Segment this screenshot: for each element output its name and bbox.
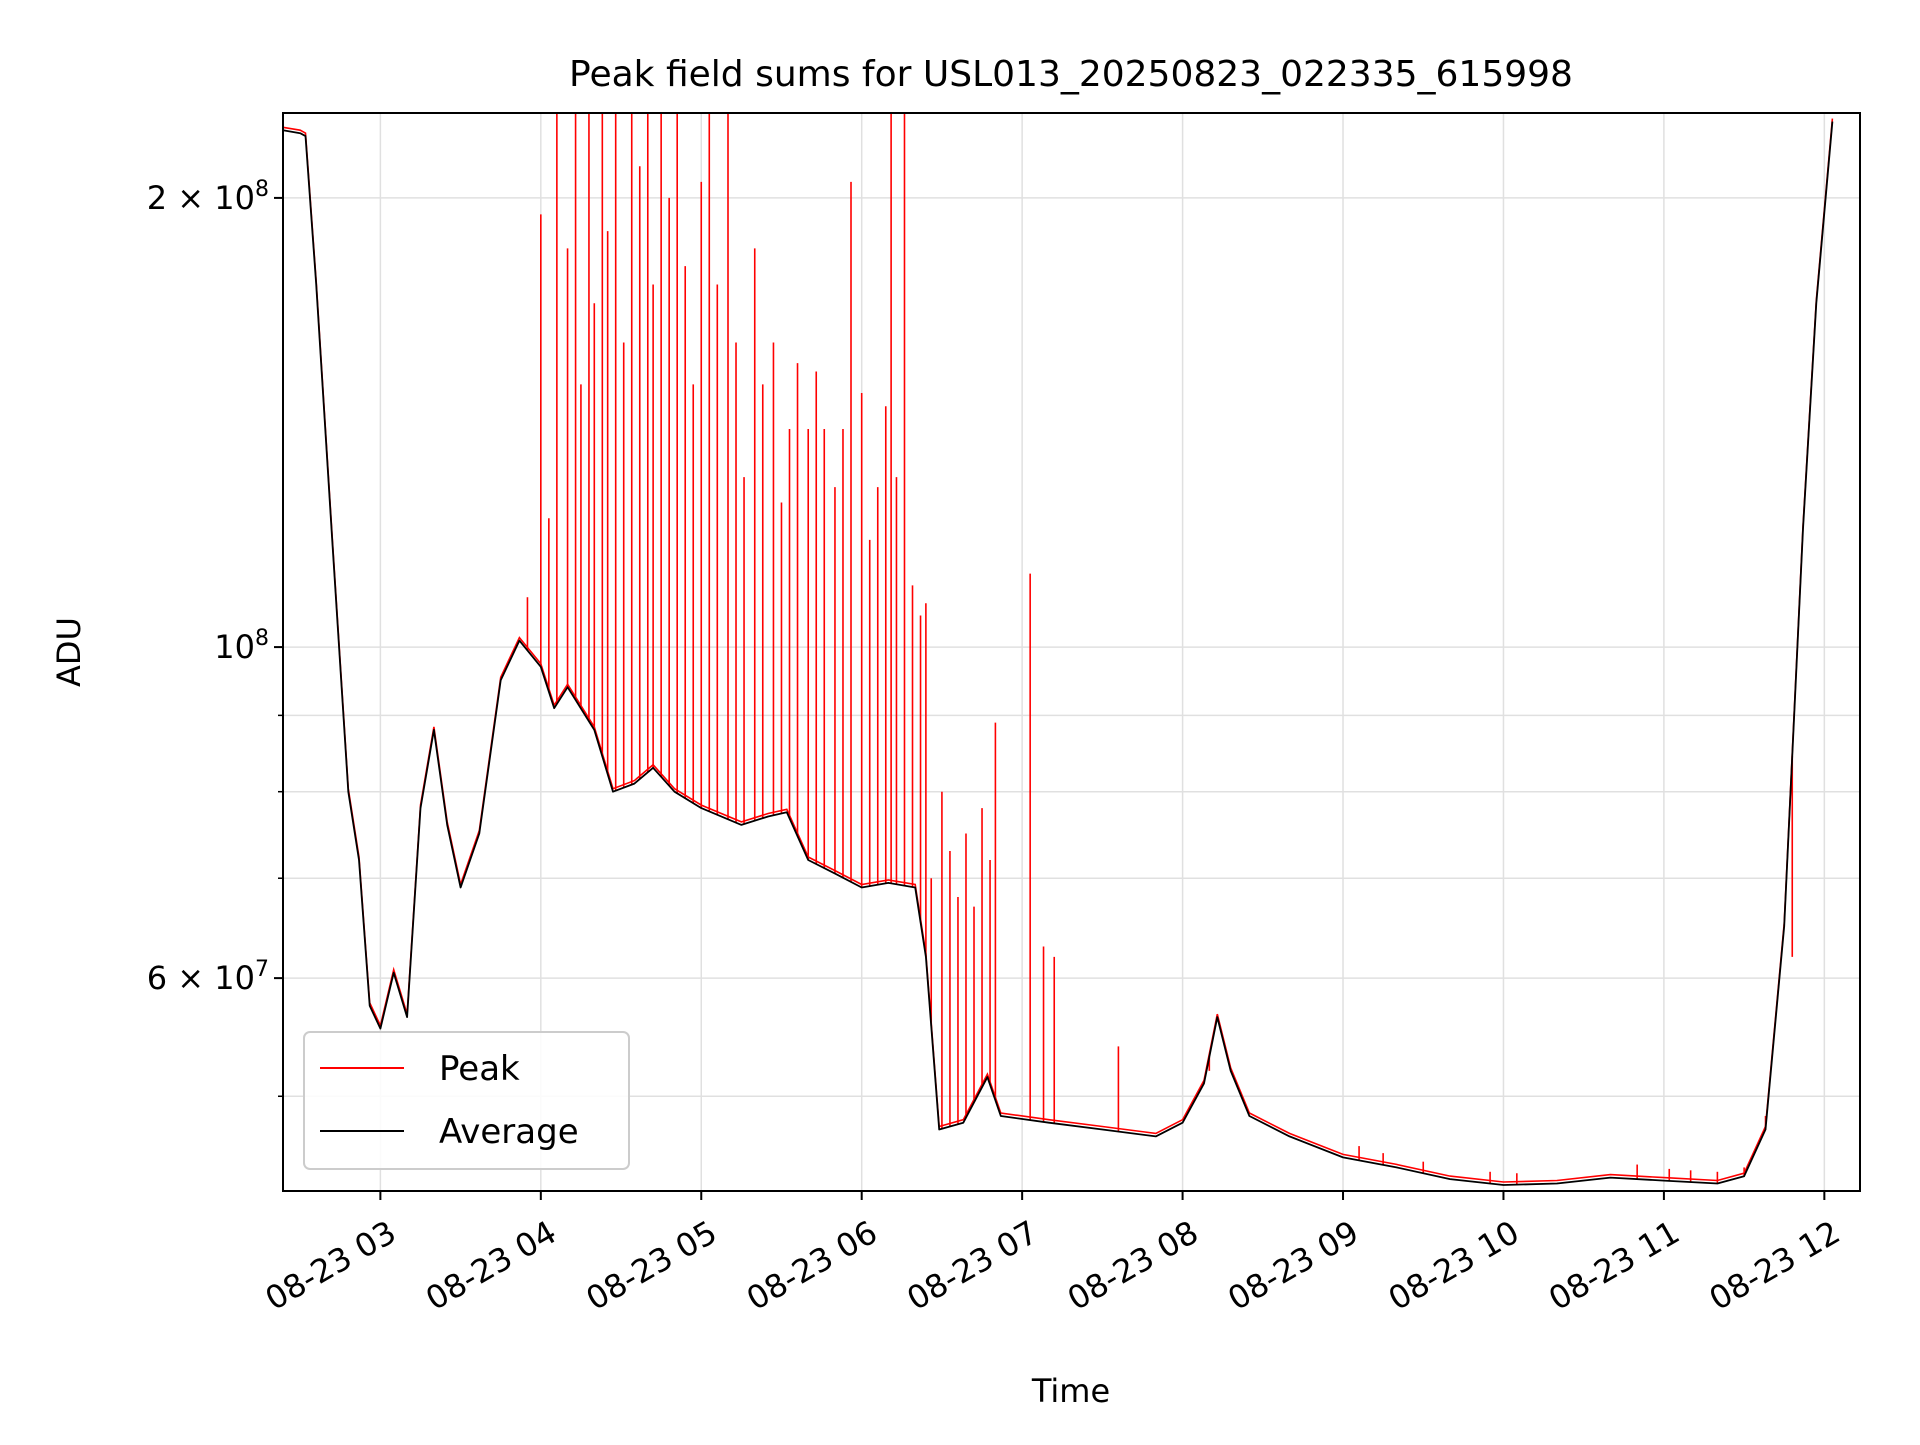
plot-lines — [282, 113, 1834, 1186]
y-tick-label: 108 — [214, 626, 269, 666]
legend-box — [303, 1031, 630, 1170]
y-tick-label: 2 × 108 — [147, 177, 269, 217]
y-tick-label-exponent: 8 — [255, 626, 269, 651]
x-axis-label: Time — [1031, 1372, 1110, 1410]
legend-average-label: Average — [439, 1112, 579, 1152]
legend-peak-label: Peak — [439, 1049, 520, 1089]
legend: Peak Average — [303, 1031, 630, 1170]
chart-title: Peak field sums for USL013_20250823_0223… — [569, 54, 1573, 95]
y-tick-label-base: 2 × 10 — [147, 179, 255, 217]
y-tick-label-base: 10 — [214, 628, 255, 666]
y-tick-label: 6 × 107 — [147, 957, 269, 997]
plot-frame — [282, 112, 1861, 1192]
y-tick-label-exponent: 8 — [255, 177, 269, 202]
y-tick-label-exponent: 7 — [255, 957, 269, 982]
y-tick-label-base: 6 × 10 — [147, 959, 255, 997]
grid — [283, 113, 1860, 1191]
y-axis-label: ADU — [50, 617, 88, 687]
average-series-line — [282, 121, 1834, 1186]
